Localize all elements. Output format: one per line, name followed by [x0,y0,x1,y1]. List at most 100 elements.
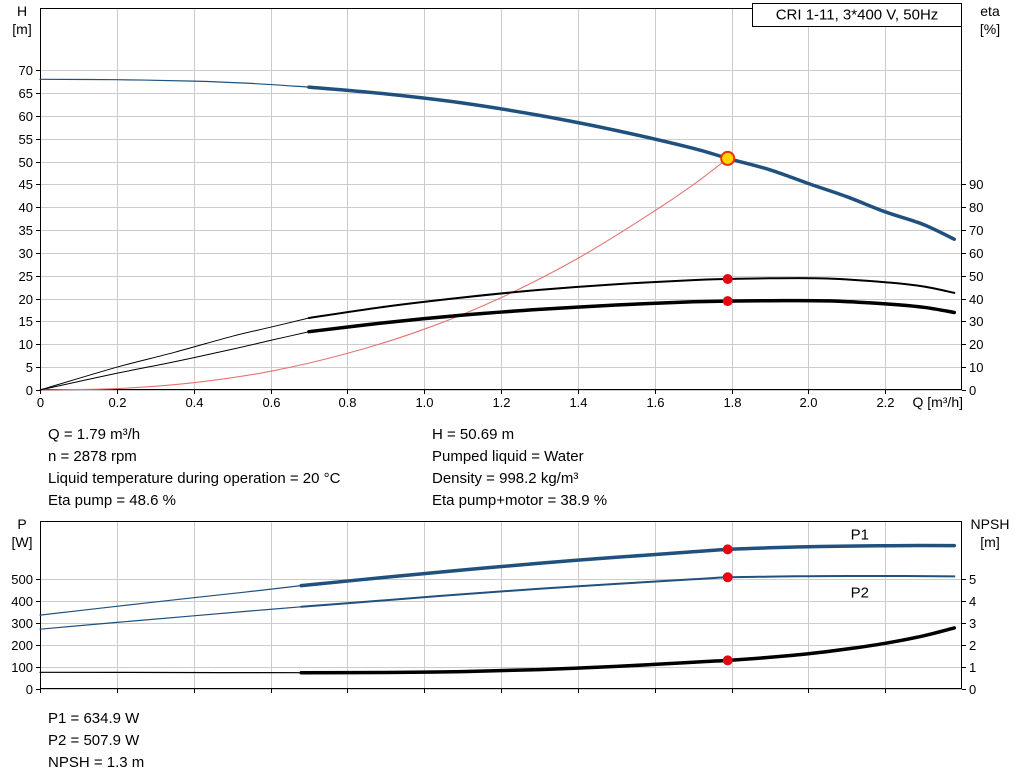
axis-ticks [36,70,966,394]
svg-text:[%]: [%] [980,21,1000,37]
axis-headers: P [W] NPSH [m] [12,516,1010,550]
axis-tick-labels: 0 100 200 300 400 500 0 1 2 3 4 5 [11,572,976,697]
svg-text:2: 2 [969,638,976,653]
svg-text:[W]: [W] [12,534,33,550]
hq-curve-low [39,78,310,88]
plot-border [40,8,962,390]
svg-text:0: 0 [969,383,976,398]
svg-text:H: H [17,3,27,19]
svg-text:30: 30 [19,246,33,261]
axis-ticks [36,579,966,693]
info-line-p2: P2 = 507.9 W [48,732,140,749]
svg-text:0.8: 0.8 [338,395,356,410]
svg-text:50: 50 [19,155,33,170]
info-line-density: Density = 998.2 kg/m³ [432,470,579,487]
svg-text:80: 80 [969,200,983,215]
svg-text:25: 25 [19,269,33,284]
eta-pump-motor-curve-low [39,331,310,391]
power-info-column: P1 = 634.9 W P2 = 507.9 W NPSH = 1.3 m [48,708,144,774]
duty-point-marker [720,150,736,166]
svg-text:20: 20 [969,337,983,352]
chart-title: CRI 1-11, 3*400 V, 50Hz [776,7,939,24]
operating-point-dot [722,296,733,307]
info-line-speed: n = 2878 rpm [48,448,137,465]
svg-text:4: 4 [969,594,976,609]
p2-curve-low [39,606,302,630]
svg-text:35: 35 [19,223,33,238]
series-label-p2: P2 [851,585,869,602]
svg-text:P: P [17,516,26,532]
eta-pump-curve [307,277,956,319]
svg-text:2.0: 2.0 [799,395,817,410]
svg-text:60: 60 [19,109,33,124]
svg-text:50: 50 [969,269,983,284]
operating-point-dot [722,274,733,284]
svg-text:1.2: 1.2 [492,395,510,410]
operating-point-dot [722,544,733,555]
svg-text:1.0: 1.0 [415,395,433,410]
svg-text:0.2: 0.2 [108,395,126,410]
info-line-liquid-temperature: Liquid temperature during operation = 20… [48,470,341,487]
npsh-curve [299,626,957,675]
svg-text:0: 0 [37,395,44,410]
p1-curve-low [39,585,302,616]
info-line-q: Q = 1.79 m³/h [48,426,141,443]
svg-text:1.8: 1.8 [723,395,741,410]
svg-text:[m]: [m] [980,534,999,550]
eta-pump-motor-curve [307,298,957,334]
hq-curve [307,85,957,241]
svg-text:0.4: 0.4 [185,395,203,410]
svg-text:200: 200 [11,638,33,653]
svg-text:1: 1 [969,660,976,675]
axis-headers: H [m] eta [%] [12,3,1000,37]
info-line-p1: P1 = 634.9 W [48,710,140,727]
operating-point-dot [722,655,733,666]
svg-text:0: 0 [26,682,33,697]
svg-text:1.4: 1.4 [569,395,587,410]
hq-eta-chart: 0 0.2 0.4 0.6 0.8 1.0 1.2 1.4 1.6 1.8 2.0 2.2 0 5 10 15… [12,3,1000,410]
x-axis-label: Q [m³/h] [912,394,963,410]
info-line-pumped-liquid: Pumped liquid = Water [432,448,584,465]
svg-text:0: 0 [26,383,33,398]
svg-text:40: 40 [19,200,33,215]
plot-border [40,521,962,689]
svg-text:100: 100 [11,660,33,675]
info-line-eta-pump: Eta pump = 48.6 % [48,492,176,509]
p2-curve [300,574,956,608]
svg-text:300: 300 [11,616,33,631]
svg-text:2.2: 2.2 [876,395,894,410]
info-line-head: H = 50.69 m [432,426,515,443]
svg-text:1.6: 1.6 [646,395,664,410]
title-box [752,3,962,27]
svg-text:40: 40 [969,292,983,307]
svg-text:400: 400 [11,594,33,609]
series-label-p1: P1 [851,527,869,544]
svg-text:10: 10 [969,360,983,375]
svg-text:55: 55 [19,132,33,147]
info-line-eta-pump-motor: Eta pump+motor = 38.9 % [432,492,608,509]
info-line-npsh: NPSH = 1.3 m [48,754,145,771]
svg-text:30: 30 [969,314,983,329]
power-npsh-chart: 0 100 200 300 400 500 0 1 2 3 4 5 P [W] NPSH [m] P1 P2 [11,516,1010,697]
svg-text:eta: eta [980,3,1000,19]
svg-text:0: 0 [969,682,976,697]
svg-text:3: 3 [969,616,976,631]
svg-text:0.6: 0.6 [262,395,280,410]
duty-info-right-column: H = 50.69 m Pumped liquid = Water Densit… [432,424,607,512]
system-curve [39,157,729,391]
p1-curve [299,543,957,588]
svg-text:20: 20 [19,292,33,307]
svg-text:10: 10 [19,337,33,352]
svg-text:70: 70 [19,63,33,78]
svg-text:90: 90 [969,177,983,192]
svg-text:500: 500 [11,572,33,587]
axis-tick-labels: 0 0.2 0.4 0.6 0.8 1.0 1.2 1.4 1.6 1.8 2.0 2.2 0 5 10 15… [19,63,984,410]
svg-text:65: 65 [19,86,33,101]
operating-point-dot [722,572,733,583]
svg-text:NPSH: NPSH [971,516,1010,532]
grid [40,8,962,391]
svg-text:[m]: [m] [12,21,31,37]
eta-pump-curve-low [39,317,310,391]
svg-text:5: 5 [969,572,976,587]
